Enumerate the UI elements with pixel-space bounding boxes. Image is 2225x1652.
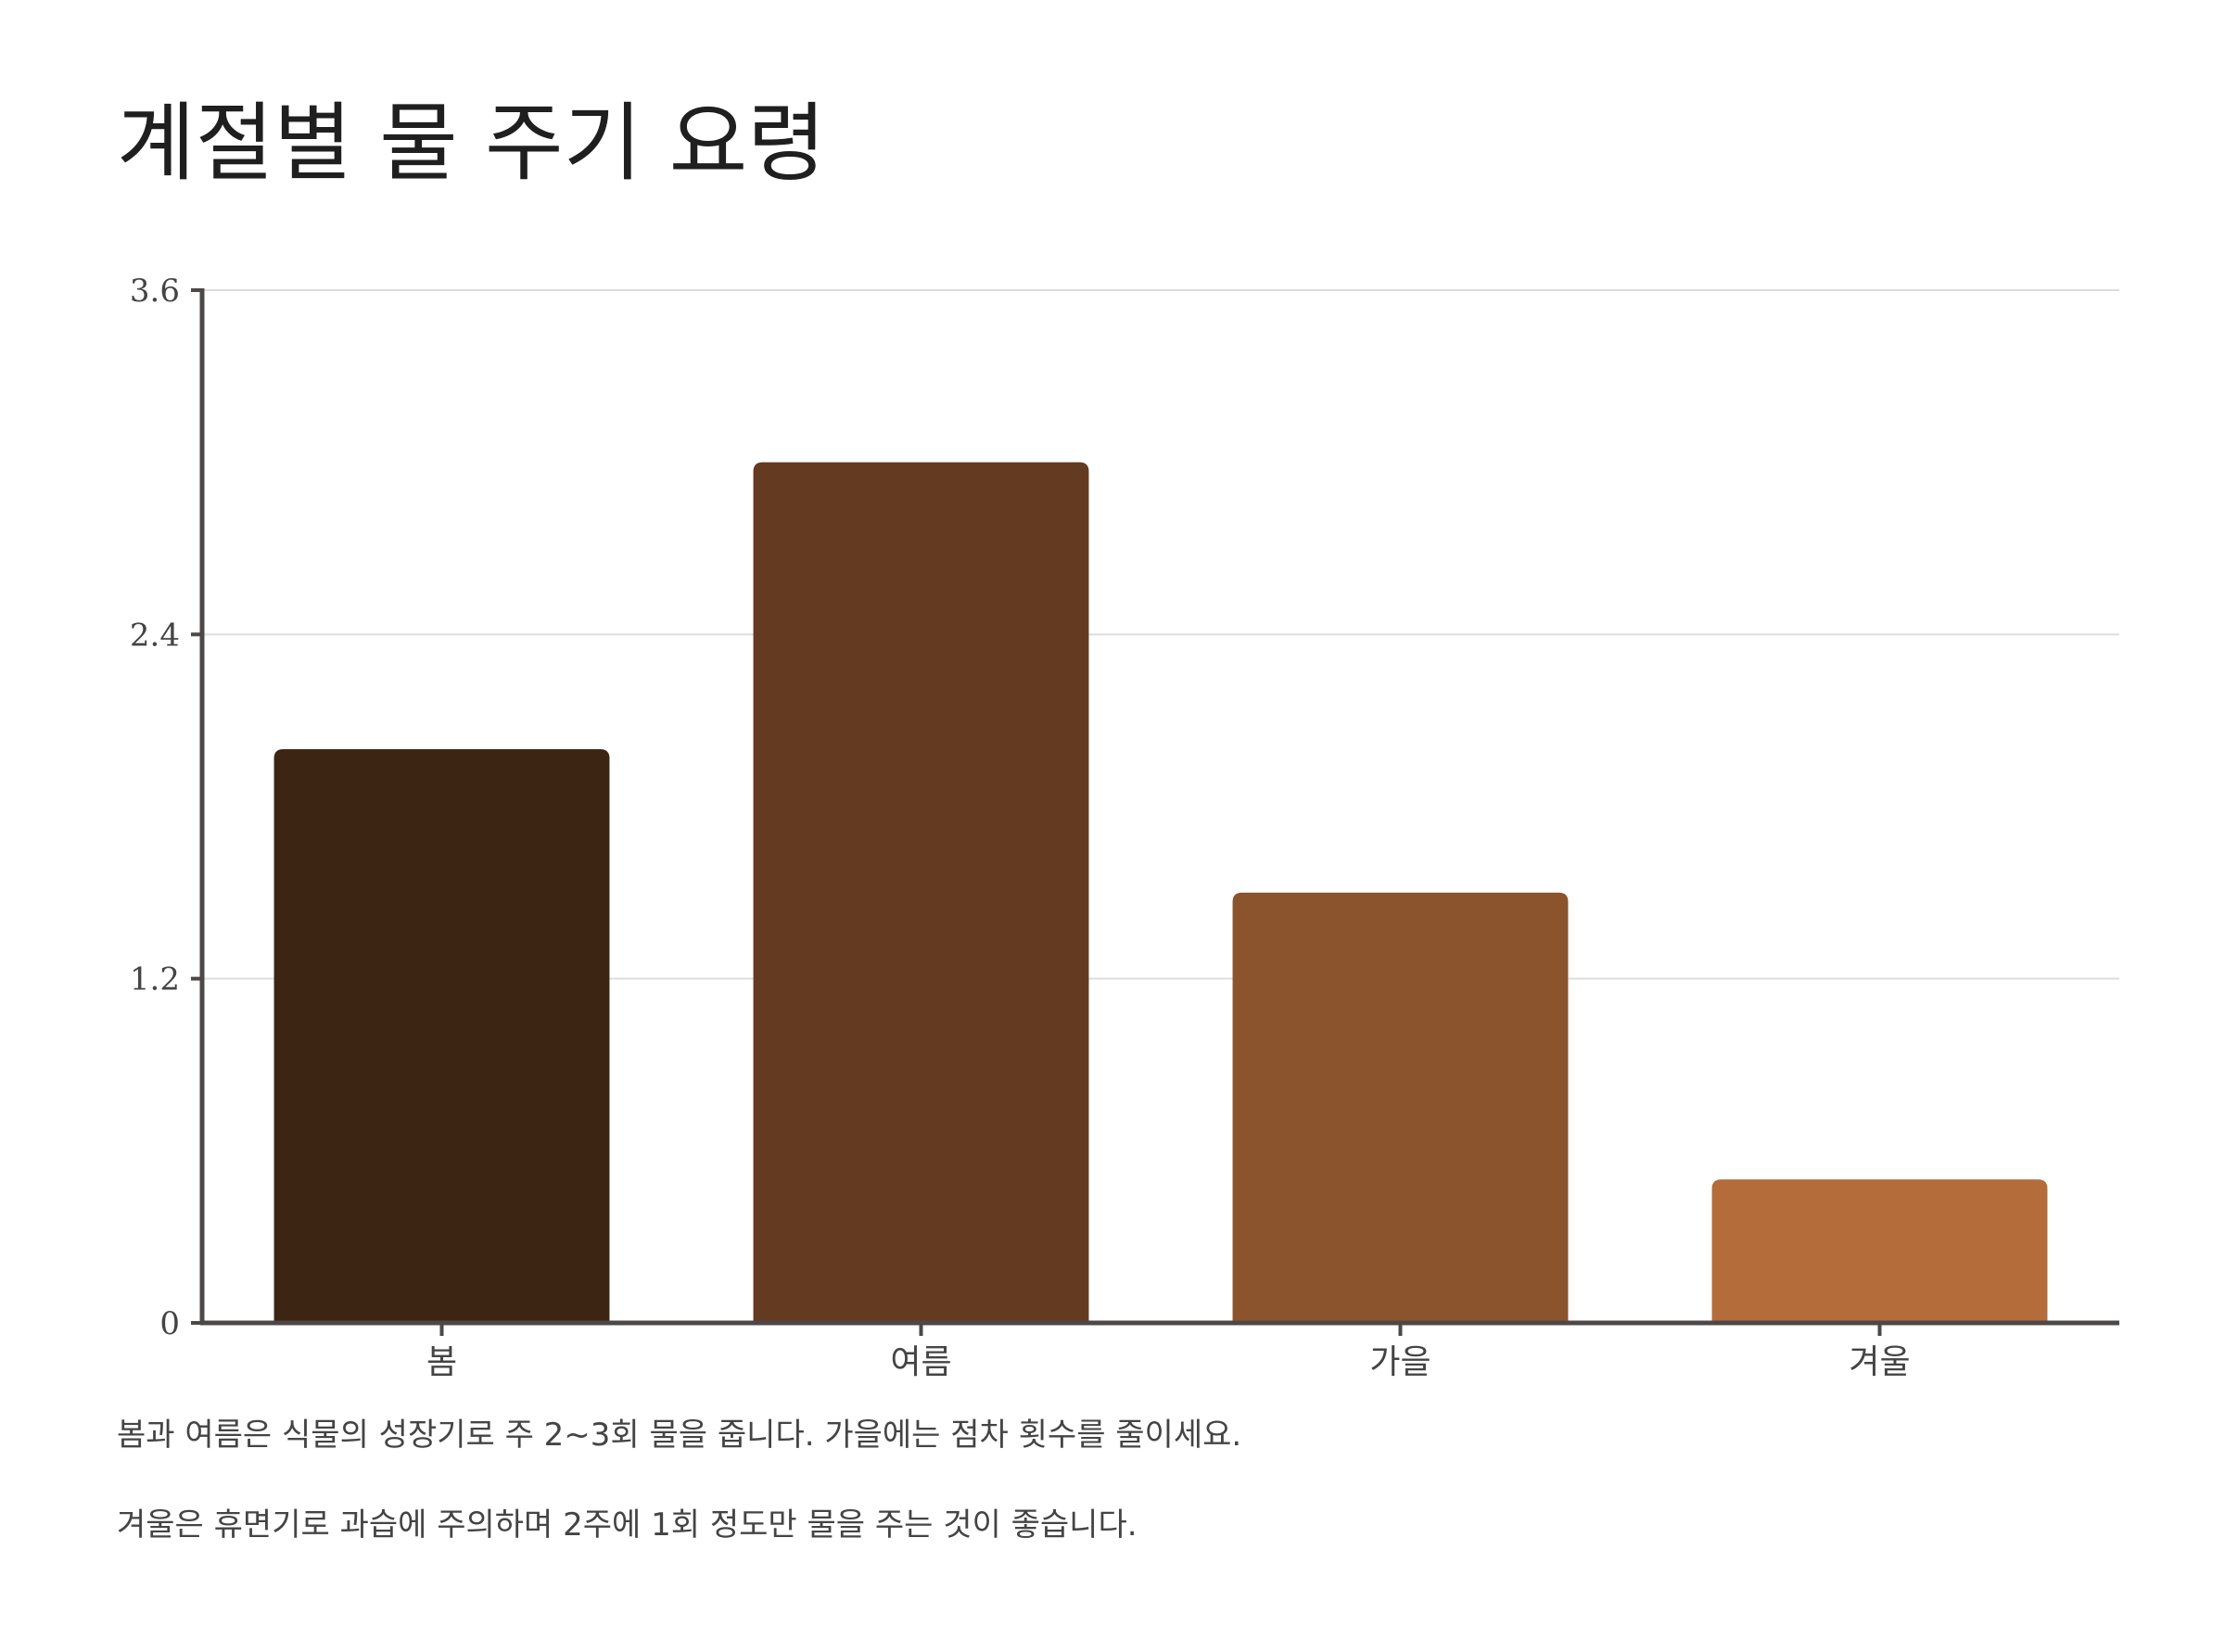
bar-2 <box>1232 892 1569 1323</box>
bar-3 <box>1711 1179 2048 1323</box>
chart-notes: 봄과 여름은 식물의 성장기로 주 2~3회 물을 줍니다. 가을에는 점차 횟… <box>117 1417 2110 1544</box>
y-ticks: 0 1.2 2.4 3.6 <box>130 273 202 1342</box>
y-tick-label-3: 3.6 <box>130 273 180 310</box>
bar-1 <box>753 462 1089 1324</box>
x-tick-label-0: 봄 <box>426 1343 457 1381</box>
x-tick-label-2: 가을 <box>1369 1343 1430 1381</box>
x-tick-label-1: 여름 <box>890 1343 951 1381</box>
y-tick-label-1: 1.2 <box>130 961 180 998</box>
chart-title: 계절별 물 주기 요령 <box>117 94 826 193</box>
note-growing-season: 봄과 여름은 식물의 성장기로 주 2~3회 물을 줍니다. 가을에는 점차 횟… <box>117 1417 1242 1454</box>
y-tick-label-0: 0 <box>159 1305 180 1342</box>
bar-0 <box>273 749 610 1323</box>
note-winter-dormancy: 겨울은 휴면기로 과습에 주의하며 2주에 1회 정도만 물을 주는 것이 좋습… <box>117 1506 1138 1544</box>
x-ticks: 봄 여름 가을 겨울 <box>426 1323 1911 1381</box>
x-tick-label-3: 겨울 <box>1849 1343 1910 1381</box>
bars <box>273 462 2048 1324</box>
y-tick-label-2: 2.4 <box>130 616 180 654</box>
axes <box>199 288 2119 1326</box>
